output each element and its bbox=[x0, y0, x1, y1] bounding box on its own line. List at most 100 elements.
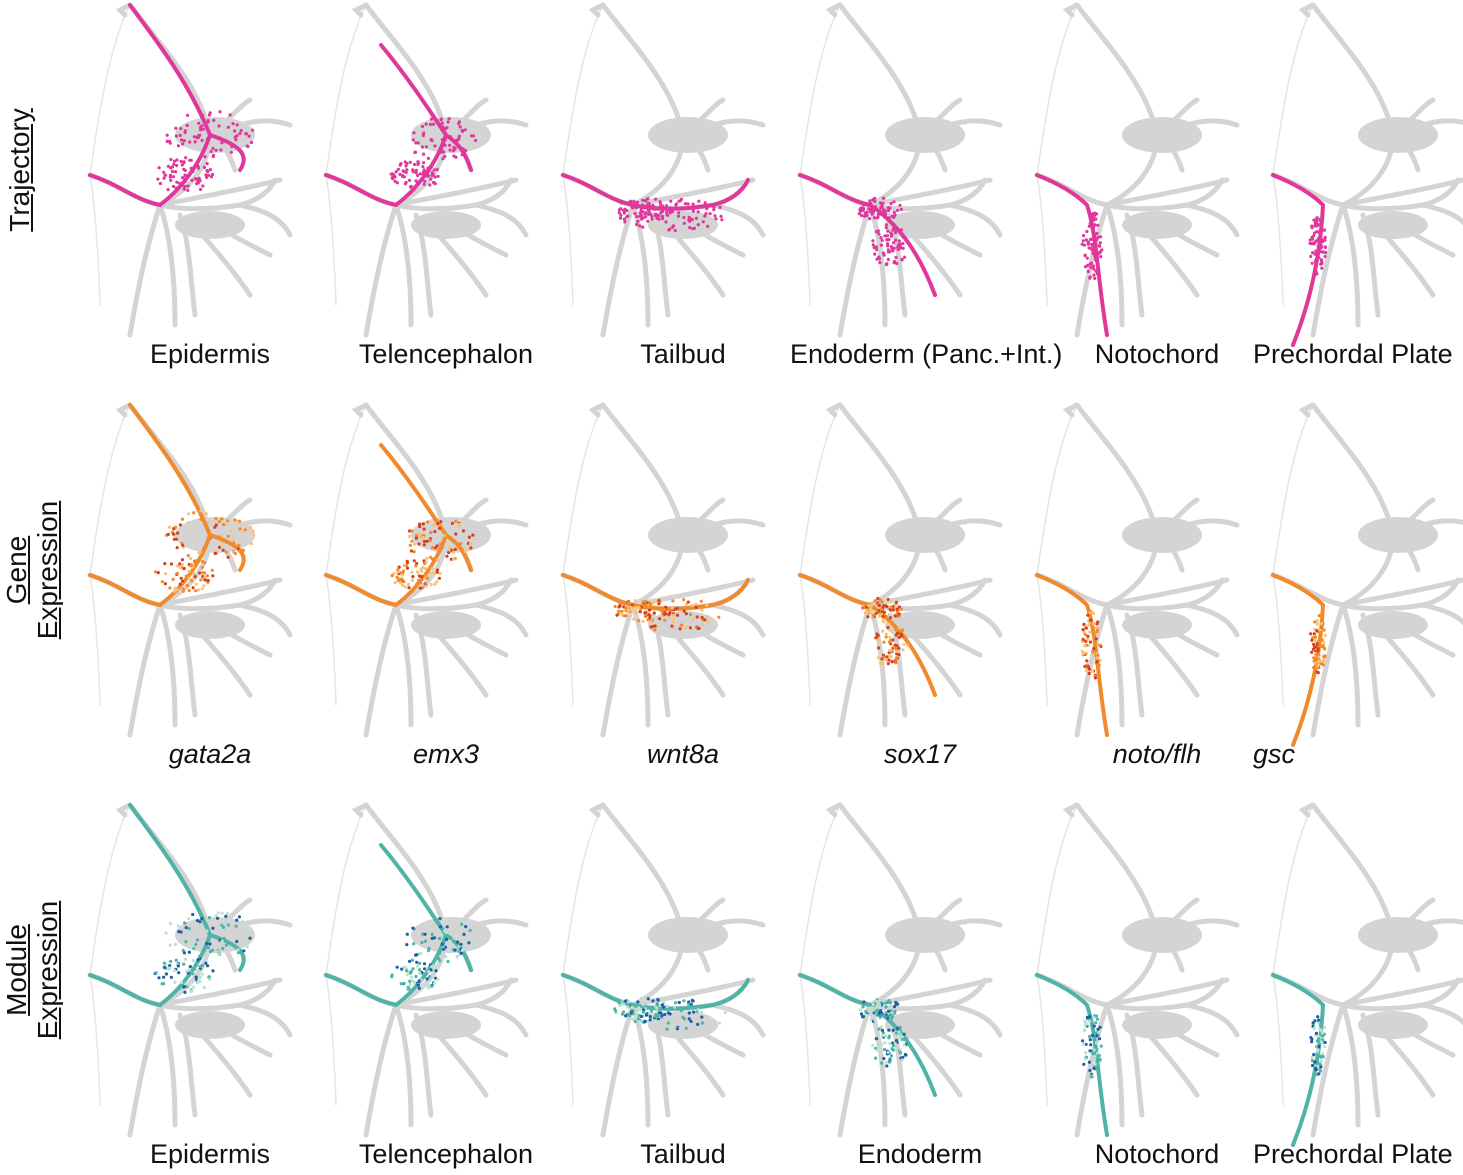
cell-point bbox=[418, 525, 422, 529]
cell-point bbox=[706, 620, 710, 624]
cell-point bbox=[171, 184, 176, 189]
cell-point bbox=[173, 968, 177, 973]
row-label-line: Expression bbox=[32, 500, 63, 640]
cell-point bbox=[409, 549, 414, 553]
cell-point bbox=[887, 618, 891, 622]
cell-point bbox=[443, 138, 447, 142]
cell-point bbox=[657, 214, 661, 218]
cell-point bbox=[1088, 237, 1093, 241]
cell-point bbox=[905, 1037, 909, 1041]
cell-point bbox=[1093, 254, 1097, 259]
cell-point bbox=[898, 242, 902, 246]
cell-point bbox=[882, 610, 886, 614]
cell-point bbox=[1093, 1062, 1097, 1066]
cell-point bbox=[447, 117, 451, 121]
cell-point bbox=[209, 950, 213, 954]
cell-point bbox=[700, 608, 704, 612]
cell-point bbox=[426, 520, 430, 524]
panel-caption: Prechordal Plate bbox=[1253, 1139, 1453, 1169]
panel-module-endoderm bbox=[797, 802, 1040, 1145]
cell-point bbox=[198, 965, 202, 969]
cell-point bbox=[1314, 249, 1318, 253]
cell-point bbox=[672, 613, 676, 617]
cell-point bbox=[449, 557, 453, 561]
cell-point bbox=[894, 238, 898, 242]
cell-point bbox=[632, 617, 636, 621]
cell-point bbox=[188, 140, 192, 144]
cell-point bbox=[877, 1027, 881, 1031]
row-label-line: Module bbox=[1, 924, 32, 1016]
cell-point bbox=[1314, 217, 1318, 222]
cell-point bbox=[1321, 644, 1325, 648]
panel-caption: noto/flh bbox=[1112, 739, 1202, 769]
cell-point bbox=[182, 187, 186, 191]
cell-point bbox=[183, 177, 187, 181]
cell-point bbox=[201, 127, 205, 131]
cell-point bbox=[1095, 231, 1099, 236]
cell-point bbox=[396, 568, 400, 572]
cell-point bbox=[902, 1032, 906, 1036]
cell-point bbox=[892, 226, 896, 230]
cell-point bbox=[668, 206, 672, 210]
cell-point bbox=[211, 146, 215, 151]
cell-point bbox=[239, 149, 243, 153]
cell-point bbox=[438, 936, 442, 941]
cell-point bbox=[413, 981, 417, 985]
cell-point bbox=[425, 576, 429, 580]
cell-point bbox=[886, 209, 891, 213]
cell-point bbox=[666, 615, 671, 619]
cell-point bbox=[696, 1008, 700, 1012]
cell-point bbox=[902, 642, 906, 646]
cell-point bbox=[1089, 1043, 1093, 1047]
cell-point bbox=[712, 205, 716, 209]
cell-point bbox=[183, 179, 187, 183]
cell-point bbox=[1098, 1025, 1102, 1029]
cell-point bbox=[425, 977, 429, 981]
cell-point bbox=[655, 1003, 659, 1007]
background-cells bbox=[797, 802, 1003, 1138]
cell-point bbox=[896, 631, 900, 635]
cell-point bbox=[233, 129, 237, 133]
cell-point bbox=[426, 984, 431, 988]
cell-point bbox=[696, 223, 700, 227]
highlighted-cells bbox=[798, 173, 937, 297]
cell-point bbox=[894, 255, 898, 260]
background-branch bbox=[393, 202, 414, 328]
background-branch bbox=[1420, 1002, 1463, 1026]
cell-point bbox=[1309, 632, 1313, 636]
cell-point bbox=[205, 169, 209, 173]
panel-module-epidermis bbox=[87, 802, 330, 1145]
cell-point bbox=[174, 126, 178, 130]
cell-point bbox=[1082, 651, 1086, 655]
cell-point bbox=[1085, 256, 1089, 260]
highlighted-cells bbox=[798, 573, 937, 697]
cell-point bbox=[690, 218, 694, 222]
background-branch bbox=[89, 804, 131, 976]
cell-point bbox=[882, 1047, 887, 1052]
cell-point bbox=[1088, 611, 1092, 615]
cell-point bbox=[1092, 1024, 1096, 1028]
cell-point bbox=[185, 123, 189, 127]
background-branch bbox=[1062, 802, 1080, 818]
cell-point bbox=[889, 1017, 893, 1021]
background-branch bbox=[588, 402, 606, 418]
cell-point bbox=[651, 999, 655, 1003]
cell-point bbox=[886, 626, 890, 630]
cell-point bbox=[881, 629, 885, 633]
cell-point bbox=[233, 551, 237, 556]
cell-point bbox=[191, 170, 195, 174]
cell-point bbox=[418, 971, 422, 975]
cell-point bbox=[663, 618, 667, 622]
cell-point bbox=[641, 225, 645, 229]
background-branch bbox=[325, 974, 337, 1106]
cell-point bbox=[634, 206, 638, 210]
cell-point bbox=[1090, 242, 1094, 246]
cell-point bbox=[1094, 212, 1099, 216]
cell-point bbox=[213, 551, 217, 556]
cell-point bbox=[889, 605, 893, 609]
background-branch bbox=[1184, 602, 1240, 638]
cell-point bbox=[668, 210, 672, 214]
cell-point bbox=[421, 165, 425, 169]
cell-point bbox=[163, 173, 167, 177]
cell-point bbox=[236, 948, 240, 952]
